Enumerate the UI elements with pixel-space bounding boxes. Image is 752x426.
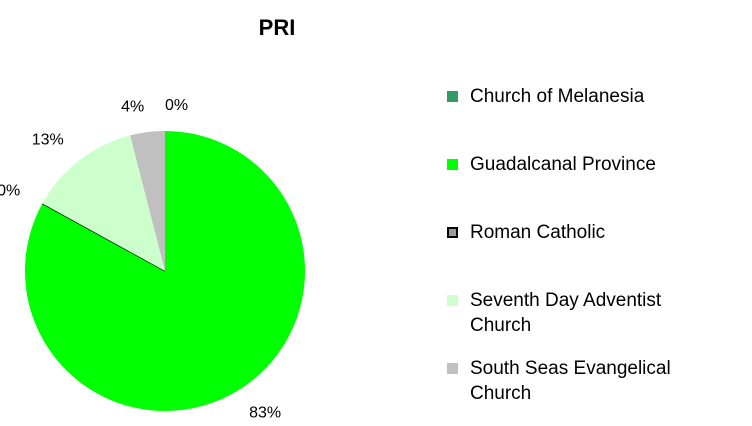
legend-label: South Seas Evangelical Church <box>470 358 671 404</box>
legend-swatch <box>447 91 458 102</box>
pie-slice <box>42 135 166 271</box>
legend-item: South Seas Evangelical Church <box>447 356 747 424</box>
legend-label: Roman Catholic <box>470 222 606 243</box>
pie-slice <box>130 131 165 271</box>
data-label: 0% <box>165 97 188 114</box>
legend-item: Guadalcanal Province <box>447 152 747 220</box>
data-label: 0% <box>0 183 20 200</box>
legend-item: Church of Melanesia <box>447 84 747 152</box>
data-label: 13% <box>32 132 64 149</box>
legend-swatch <box>447 363 458 374</box>
legend-swatch <box>447 159 458 170</box>
legend-swatch <box>447 295 458 306</box>
data-label: 4% <box>121 98 144 115</box>
legend-swatch <box>447 227 458 238</box>
legend-label: Church of Melanesia <box>470 86 645 107</box>
legend: Church of Melanesia Guadalcanal Province R… <box>447 84 747 424</box>
legend-label: Seventh Day Adventist Church <box>470 290 662 336</box>
chart-title: PRI <box>259 15 296 40</box>
legend-item: Roman Catholic <box>447 220 747 288</box>
legend-label: Guadalcanal Province <box>470 154 656 175</box>
data-label: 83% <box>249 404 281 421</box>
legend-item: Seventh Day Adventist Church <box>447 288 747 356</box>
